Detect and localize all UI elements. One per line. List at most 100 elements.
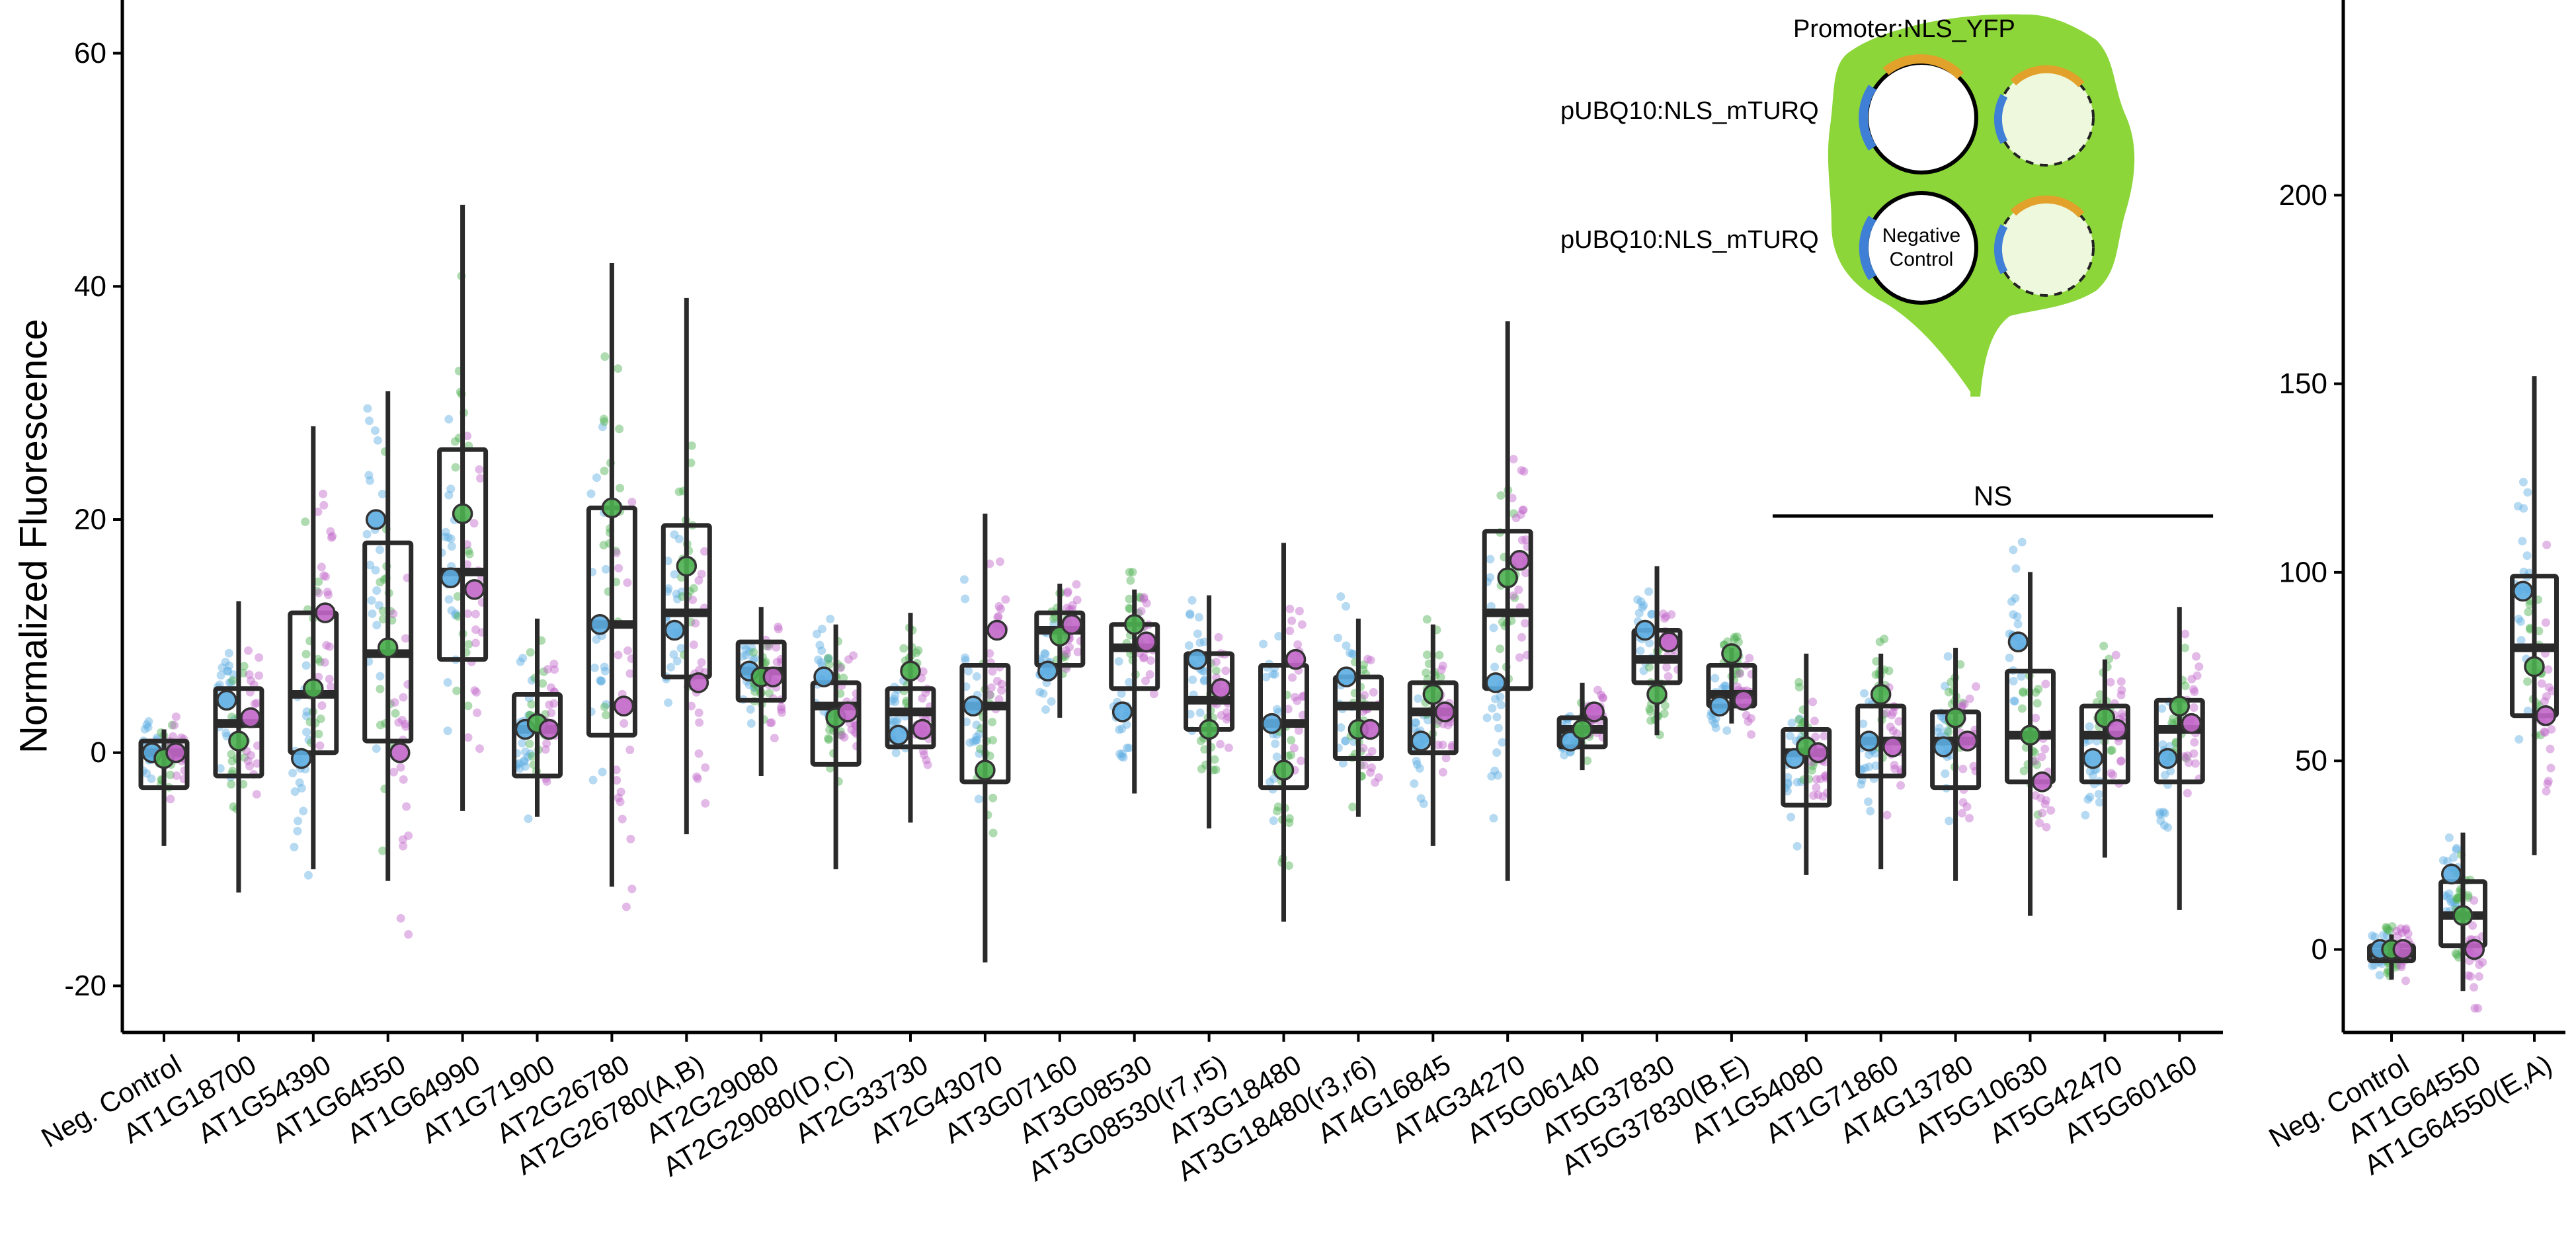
data-point <box>836 662 846 672</box>
data-point <box>302 661 311 670</box>
data-point <box>2401 924 2411 933</box>
data-point <box>396 913 405 923</box>
data-point <box>2118 713 2128 722</box>
data-point <box>815 640 825 650</box>
data-point <box>766 718 775 728</box>
data-point <box>1860 689 1869 698</box>
replicate-mean <box>452 503 473 524</box>
data-point <box>2036 793 2046 802</box>
data-point <box>1128 568 1137 577</box>
data-point <box>2035 818 2044 828</box>
data-point <box>290 843 299 852</box>
data-point <box>1348 649 1357 658</box>
data-point <box>2181 629 2190 639</box>
data-point <box>847 725 856 734</box>
data-point <box>686 701 696 711</box>
data-point <box>1040 649 1049 658</box>
data-point <box>314 729 323 738</box>
data-point <box>1517 633 1527 642</box>
data-point <box>622 902 631 911</box>
box <box>1706 662 1757 709</box>
data-point <box>225 678 234 687</box>
data-point <box>170 720 179 730</box>
data-point <box>747 643 756 652</box>
data-point <box>524 752 533 761</box>
data-point <box>2095 690 2105 699</box>
data-point <box>1441 754 1451 763</box>
data-point <box>2451 949 2460 958</box>
data-point <box>1711 723 1720 732</box>
data-point <box>1270 670 1279 679</box>
data-point <box>2041 679 2050 689</box>
replicate-mean <box>377 637 399 658</box>
data-point <box>1660 701 1670 710</box>
data-point <box>625 745 635 754</box>
data-point <box>404 831 413 840</box>
data-point <box>996 604 1005 613</box>
data-point <box>1283 705 1293 714</box>
data-point <box>446 534 456 543</box>
data-point <box>612 548 621 557</box>
data-point <box>472 687 481 697</box>
data-point <box>443 726 452 736</box>
data-point <box>376 684 385 693</box>
data-point <box>1200 676 1209 685</box>
data-point <box>2452 894 2461 903</box>
data-point <box>240 753 249 762</box>
data-point <box>1199 676 1209 685</box>
data-point <box>1745 654 1754 663</box>
data-point <box>2536 730 2546 740</box>
replicate-mean <box>1572 718 1593 740</box>
data-point <box>1820 772 1830 781</box>
data-point <box>444 595 454 604</box>
data-point <box>314 577 323 586</box>
data-point <box>1796 777 1806 787</box>
data-point <box>1349 737 1359 746</box>
data-point <box>1041 650 1050 659</box>
data-point <box>1742 711 1751 720</box>
data-point <box>1366 768 1375 777</box>
data-point <box>666 662 676 672</box>
data-point <box>764 642 773 651</box>
data-point <box>1872 656 1881 666</box>
data-point <box>1137 607 1146 616</box>
data-point <box>1882 810 1892 820</box>
data-point <box>700 547 709 556</box>
data-point <box>614 793 623 802</box>
data-point <box>323 590 333 600</box>
data-point <box>1119 753 1128 762</box>
data-point <box>444 533 453 542</box>
data-point <box>1746 714 1755 723</box>
replicate-mean <box>1123 613 1145 635</box>
data-point <box>912 648 921 658</box>
data-point <box>451 611 460 620</box>
data-point <box>1958 698 1967 707</box>
box <box>1034 610 1086 668</box>
data-point <box>1197 764 1206 773</box>
data-point <box>961 653 970 662</box>
data-point <box>2031 756 2040 765</box>
data-point <box>1864 797 1873 806</box>
data-point <box>2031 713 2040 722</box>
data-point <box>401 722 411 731</box>
data-point <box>997 679 1006 689</box>
data-point <box>1348 802 1357 812</box>
data-point <box>1482 713 1492 722</box>
data-point <box>824 654 833 663</box>
box <box>362 540 414 744</box>
data-point <box>1287 750 1296 759</box>
replicate-mean <box>1285 648 1307 670</box>
data-point <box>812 629 821 639</box>
mturq-arc-control-small <box>1993 224 2008 274</box>
data-point <box>255 653 264 662</box>
data-point <box>1498 738 1507 747</box>
data-point <box>1419 799 1428 808</box>
data-point <box>1274 632 1283 641</box>
data-point <box>463 560 472 569</box>
data-point <box>2368 931 2377 941</box>
data-point <box>2031 688 2040 697</box>
data-point <box>1141 676 1150 685</box>
data-point <box>600 666 610 676</box>
negative-control-line2: Control <box>1890 249 1954 270</box>
data-point <box>1367 746 1377 756</box>
